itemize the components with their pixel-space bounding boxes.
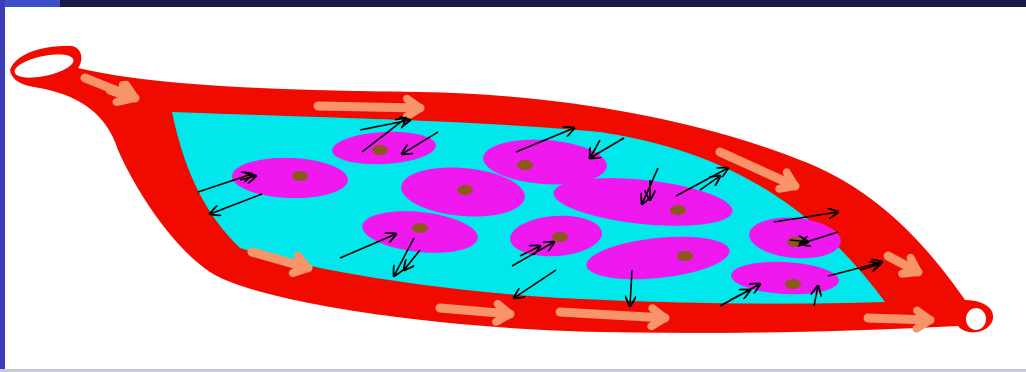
exchange-arrow bbox=[197, 174, 252, 193]
cell bbox=[401, 167, 525, 217]
cell bbox=[483, 139, 607, 185]
cell-nucleus bbox=[457, 185, 473, 195]
exchange-arrow bbox=[630, 269, 632, 306]
cell bbox=[586, 236, 730, 280]
exchange-arrow bbox=[239, 176, 256, 180]
cell-nucleus bbox=[787, 237, 803, 247]
cell-body bbox=[232, 157, 348, 199]
exchange-arrow bbox=[590, 139, 601, 158]
cell-nucleus bbox=[785, 279, 801, 289]
exchange-arrow bbox=[210, 193, 263, 214]
exchange-arrow bbox=[359, 120, 410, 131]
exchange-arrow bbox=[515, 128, 574, 153]
flow-arrow bbox=[863, 306, 935, 333]
cell-nucleus bbox=[552, 232, 568, 242]
cell bbox=[332, 131, 436, 165]
window-top-accent bbox=[0, 0, 60, 7]
window-left-border bbox=[0, 0, 5, 372]
exchange-arrow bbox=[394, 237, 415, 276]
exchange-arrow bbox=[773, 212, 838, 223]
flow-arrow bbox=[555, 304, 670, 331]
exchange-arrow bbox=[675, 168, 728, 197]
cell-nucleus bbox=[292, 171, 308, 181]
exchange-arrows bbox=[197, 118, 882, 307]
exchange-arrow bbox=[729, 290, 750, 301]
exchange-arrow bbox=[699, 176, 720, 191]
flow-arrow bbox=[715, 147, 800, 193]
cell-nucleus bbox=[677, 251, 693, 261]
flow-arrow bbox=[105, 80, 137, 106]
exchange-arrow bbox=[404, 249, 421, 270]
cell-nucleus bbox=[517, 160, 533, 170]
exchange-arrow bbox=[361, 118, 406, 153]
flow-arrows bbox=[80, 73, 935, 333]
exchange-arrow bbox=[789, 240, 808, 242]
exchange-arrow bbox=[402, 131, 439, 154]
exchange-arrow bbox=[859, 264, 880, 270]
vessel-opening-left bbox=[14, 54, 74, 78]
cell bbox=[232, 157, 348, 199]
exchange-arrow bbox=[514, 269, 557, 298]
exchange-arrow bbox=[814, 286, 818, 307]
cell-body bbox=[483, 139, 607, 185]
cell-nucleus bbox=[372, 145, 388, 155]
cell-nucleus bbox=[670, 205, 686, 215]
flow-arrow bbox=[883, 251, 923, 278]
window-bottom-border bbox=[0, 369, 1026, 372]
cell-body bbox=[586, 236, 730, 280]
cell-nucleus bbox=[412, 223, 428, 233]
vessel-opening-right bbox=[966, 308, 986, 330]
exchange-arrow bbox=[339, 234, 396, 259]
flow-arrow bbox=[313, 94, 425, 121]
flow-arrow bbox=[247, 247, 313, 278]
window-top-bar bbox=[0, 0, 1026, 7]
flow-arrow bbox=[435, 299, 515, 326]
exchange-arrow bbox=[519, 246, 540, 257]
